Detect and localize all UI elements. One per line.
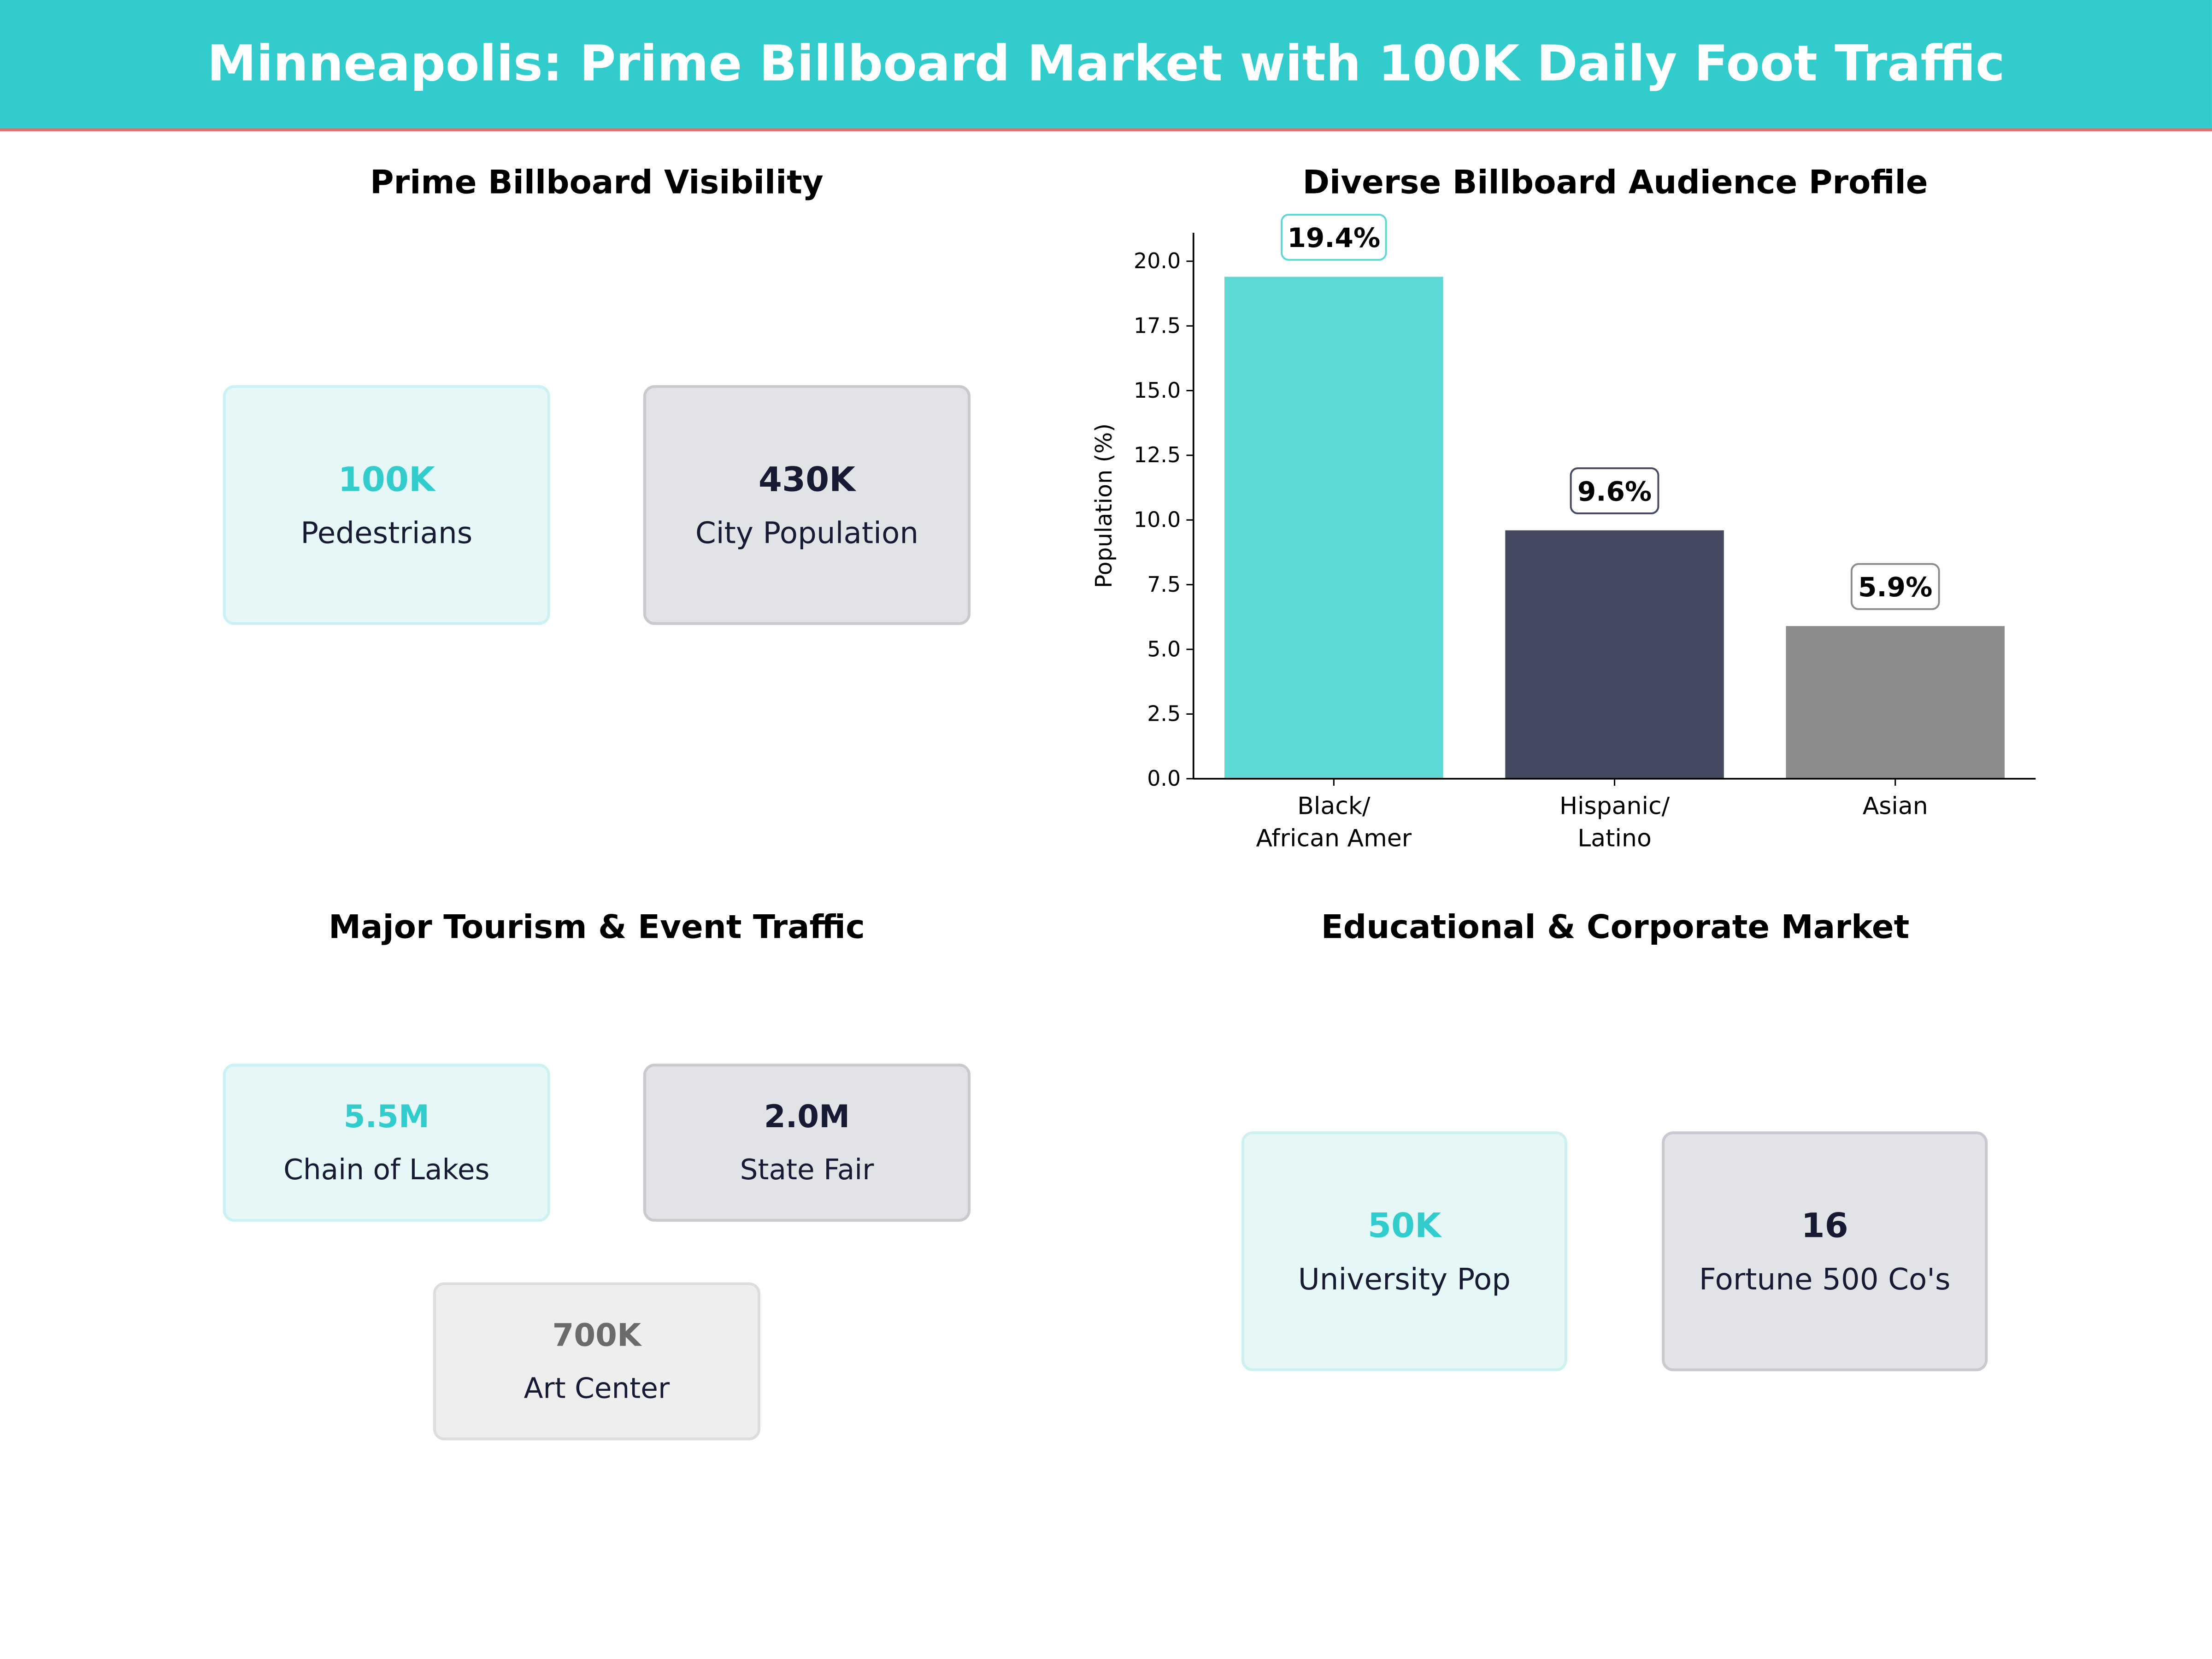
x-tick-label: Latino	[1577, 825, 1652, 853]
stat-value: 5.5M	[343, 1100, 429, 1135]
bar	[1786, 626, 2005, 779]
stat-label: Art Center	[524, 1370, 670, 1405]
data-label: 5.9%	[1858, 571, 1932, 603]
data-label-box	[1570, 467, 1659, 515]
y-axis-label: Population (%)	[1091, 424, 1117, 588]
data-label: 9.6%	[1577, 476, 1652, 507]
data-label-box	[1850, 563, 1940, 610]
stat-value: 100K	[338, 459, 435, 500]
y-tick-label: 7.5	[1147, 572, 1181, 597]
x-tick-label: Hispanic/	[1559, 792, 1670, 820]
stat-label: State Fair	[740, 1152, 874, 1186]
y-tick-label: 15.0	[1134, 378, 1181, 403]
data-label-box	[1281, 213, 1387, 261]
tourism-title: Major Tourism & Event Traffic	[328, 910, 865, 947]
stat-value: 16	[1801, 1206, 1848, 1246]
stat-card-university-pop: 50K University Pop	[1241, 1131, 1567, 1371]
y-tick-label: 17.5	[1134, 313, 1181, 338]
stat-card-fortune-500: 16 Fortune 500 Co's	[1662, 1131, 1988, 1371]
y-tick-label: 20.0	[1134, 248, 1181, 273]
stat-card-state-fair: 2.0M State Fair	[643, 1064, 971, 1222]
header-banner: Minneapolis: Prime Billboard Market with…	[0, 0, 2212, 131]
stat-label: Pedestrians	[300, 516, 473, 550]
stat-label: Chain of Lakes	[283, 1152, 490, 1186]
education-title: Educational & Corporate Market	[1321, 910, 1910, 947]
stat-label: City Population	[695, 516, 919, 550]
stat-value: 50K	[1367, 1206, 1441, 1246]
x-tick-label: Asian	[1863, 792, 1928, 820]
x-tick-label: Black/	[1297, 792, 1371, 820]
bar	[1224, 276, 1443, 779]
y-tick-label: 5.0	[1147, 636, 1181, 661]
stat-label: University Pop	[1298, 1262, 1511, 1297]
visibility-title: Prime Billboard Visibility	[370, 165, 824, 202]
y-tick-label: 0.0	[1147, 766, 1181, 791]
stat-card-art-center: 700K Art Center	[433, 1282, 760, 1441]
stat-value: 430K	[758, 459, 856, 500]
data-label: 19.4%	[1287, 222, 1380, 253]
y-tick-label: 2.5	[1147, 701, 1181, 726]
y-tick-label: 10.0	[1134, 507, 1181, 532]
bar	[1505, 530, 1724, 779]
stat-value: 2.0M	[764, 1100, 850, 1135]
stat-card-city-population: 430K City Population	[643, 385, 971, 625]
stat-label: Fortune 500 Co's	[1699, 1262, 1951, 1297]
x-tick-label: African Amer	[1256, 825, 1412, 853]
stat-card-pedestrians: 100K Pedestrians	[223, 385, 550, 625]
page-title: Minneapolis: Prime Billboard Market with…	[207, 36, 2005, 93]
stat-value: 700K	[552, 1318, 641, 1354]
stat-card-chain-of-lakes: 5.5M Chain of Lakes	[223, 1064, 550, 1222]
chart-title: Diverse Billboard Audience Profile	[1302, 165, 1928, 202]
y-tick-label: 12.5	[1134, 442, 1181, 467]
